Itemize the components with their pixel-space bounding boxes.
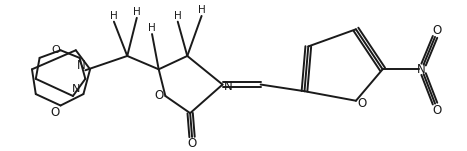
- Text: O: O: [51, 45, 60, 55]
- Text: N: N: [224, 80, 233, 93]
- Text: H: H: [198, 5, 205, 15]
- Text: O: O: [154, 90, 163, 103]
- Text: O: O: [187, 137, 197, 150]
- Text: H: H: [110, 11, 118, 21]
- Text: H: H: [133, 7, 141, 17]
- Text: O: O: [432, 104, 442, 117]
- Text: O: O: [432, 24, 442, 37]
- Text: H: H: [174, 11, 182, 21]
- Text: N: N: [417, 63, 426, 76]
- Text: O: O: [357, 97, 366, 110]
- Text: H: H: [148, 23, 156, 33]
- Text: O: O: [50, 106, 59, 119]
- Text: N: N: [71, 84, 80, 94]
- Text: N: N: [77, 59, 86, 72]
